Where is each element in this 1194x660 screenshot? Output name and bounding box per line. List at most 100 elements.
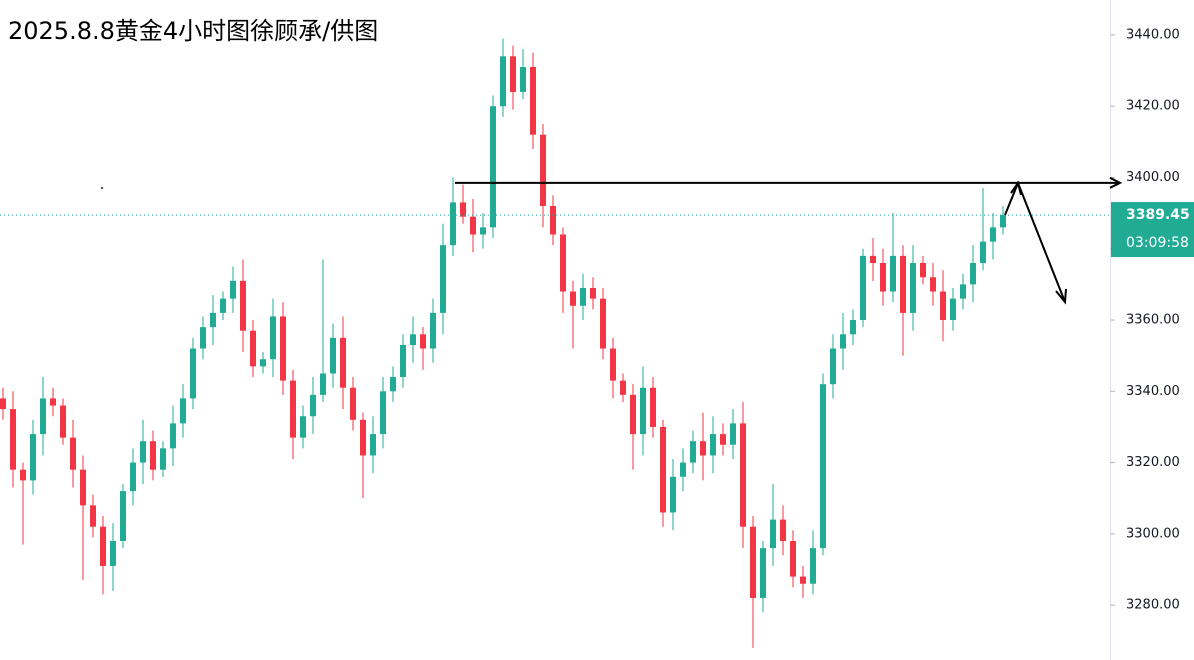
y-tick-label: 3340.00 bbox=[1126, 384, 1180, 399]
candle-body bbox=[50, 398, 56, 406]
candle-body bbox=[250, 330, 256, 367]
candle-body bbox=[950, 298, 956, 321]
candle-body bbox=[540, 134, 546, 206]
candle-body bbox=[190, 348, 196, 399]
candle-body bbox=[510, 56, 516, 92]
candle-body bbox=[150, 441, 156, 470]
candle-body bbox=[690, 441, 696, 463]
candle-body bbox=[860, 255, 866, 321]
level-arrow-head bbox=[1109, 176, 1123, 189]
candle-body bbox=[720, 434, 726, 445]
candle-body bbox=[10, 409, 16, 470]
candle-body bbox=[580, 287, 586, 306]
candle-body bbox=[980, 241, 986, 264]
candle-body bbox=[60, 405, 66, 438]
countdown-label: 03:09:58 bbox=[1126, 235, 1189, 251]
candle-body bbox=[680, 462, 686, 477]
candle-body bbox=[310, 394, 316, 417]
candle-body bbox=[130, 462, 136, 492]
candle-body bbox=[830, 348, 836, 385]
y-tick-label: 3300.00 bbox=[1126, 526, 1180, 541]
candle-body bbox=[470, 216, 476, 235]
candle-body bbox=[850, 320, 856, 335]
chart-title: 2025.8.8黄金4小时图徐顾承/供图 bbox=[8, 17, 378, 45]
candle-body bbox=[560, 234, 566, 292]
candle-body bbox=[140, 441, 146, 463]
candle-body bbox=[550, 205, 556, 235]
candle-body bbox=[700, 441, 706, 456]
candle-body bbox=[960, 284, 966, 299]
candle-body bbox=[800, 576, 806, 584]
candle-body bbox=[730, 423, 736, 445]
y-tick-label: 3400.00 bbox=[1126, 170, 1180, 185]
candle-body bbox=[360, 419, 366, 456]
candle-body bbox=[40, 398, 46, 435]
candle-body bbox=[390, 377, 396, 392]
y-tick-label: 3280.00 bbox=[1126, 598, 1180, 613]
arrow-head bbox=[1055, 288, 1067, 305]
candle-body bbox=[220, 298, 226, 313]
candle-body bbox=[710, 434, 716, 456]
candle-body bbox=[320, 373, 326, 395]
candle-body bbox=[460, 202, 466, 217]
candle-body bbox=[0, 398, 6, 410]
candle-body bbox=[300, 416, 306, 438]
candle-body bbox=[330, 337, 336, 374]
candle-body bbox=[200, 327, 206, 349]
candle-body bbox=[210, 312, 216, 328]
candle-body bbox=[100, 526, 106, 566]
candle-body bbox=[940, 291, 946, 321]
candle-body bbox=[890, 255, 896, 292]
candle-body bbox=[420, 334, 426, 349]
candle-body bbox=[230, 280, 236, 299]
candle-body bbox=[440, 245, 446, 313]
candle-body bbox=[340, 337, 346, 388]
candle-body bbox=[570, 291, 576, 306]
candle-body bbox=[640, 387, 646, 435]
candle-body bbox=[790, 540, 796, 577]
candle-body bbox=[1000, 215, 1006, 228]
candle-body bbox=[490, 106, 496, 228]
candle-body bbox=[350, 387, 356, 420]
candle-body bbox=[80, 469, 86, 506]
candle-body bbox=[530, 66, 536, 135]
candle-body bbox=[810, 548, 816, 584]
last-price-box bbox=[1111, 202, 1194, 258]
candle-body bbox=[520, 66, 526, 92]
candle-body bbox=[750, 526, 756, 598]
candle-body bbox=[650, 387, 656, 427]
candle-body bbox=[280, 316, 286, 381]
candle-body bbox=[270, 316, 276, 360]
candle-body bbox=[760, 548, 766, 598]
candle-body bbox=[260, 359, 266, 367]
candle-body bbox=[450, 202, 456, 246]
candle-body bbox=[500, 56, 506, 107]
candle-body bbox=[930, 277, 936, 292]
candle-body bbox=[620, 380, 626, 395]
candle-body bbox=[380, 391, 386, 435]
candle-body bbox=[920, 263, 926, 278]
y-tick-label: 3440.00 bbox=[1126, 27, 1180, 42]
candle-body bbox=[600, 298, 606, 349]
candle-body bbox=[590, 287, 596, 299]
candle-body bbox=[30, 434, 36, 481]
candle-body bbox=[240, 280, 246, 331]
dot bbox=[100, 186, 104, 190]
candle-body bbox=[740, 423, 746, 527]
candle-body bbox=[20, 469, 26, 481]
candle-body bbox=[180, 398, 186, 424]
candle-body bbox=[160, 448, 166, 470]
last-price-label: 3389.45 bbox=[1126, 207, 1190, 223]
candle-body bbox=[410, 334, 416, 345]
candle-body bbox=[120, 491, 126, 541]
y-tick-label: 3420.00 bbox=[1126, 99, 1180, 114]
candle-body bbox=[870, 255, 876, 264]
candle-body bbox=[780, 519, 786, 541]
candle-body bbox=[910, 263, 916, 313]
candle-body bbox=[370, 434, 376, 456]
candle-body bbox=[880, 263, 886, 292]
candle-body bbox=[430, 312, 436, 349]
candle-body bbox=[900, 255, 906, 313]
candle-body bbox=[820, 384, 826, 549]
